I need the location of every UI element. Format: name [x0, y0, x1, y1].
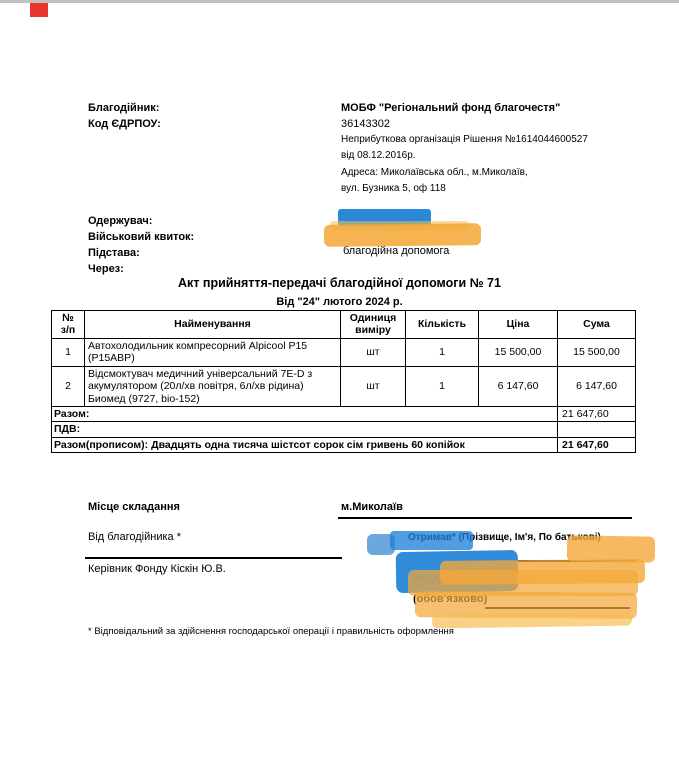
row1-unit: шт — [340, 337, 406, 367]
row2-unit: шт — [340, 365, 406, 407]
col-header-num: № з/п — [51, 310, 85, 339]
row1-price: 15 500,00 — [478, 337, 558, 367]
recipient-block: Одержувач: Військовий квиток: Підстава: … — [88, 213, 328, 277]
redaction-blue-received — [390, 531, 473, 550]
org-edrpou-value: 36143302 — [341, 118, 390, 130]
redaction-orange-military-id — [323, 223, 482, 247]
footnote: * Відповідальний за здійснення господарс… — [88, 626, 454, 637]
org-registration-date: від 08.12.2016р. — [341, 150, 416, 162]
table-row: 1 Автохолодильник компресорний Alpicool … — [51, 337, 636, 367]
row1-num: 1 — [51, 337, 85, 367]
benefactor-labels: Благодійник: Код ЄДРПОУ: — [88, 100, 328, 132]
place-label: Місце складання — [88, 501, 180, 513]
recipient-label: Одержувач: — [88, 215, 153, 227]
vat-label: ПДВ: — [51, 421, 558, 438]
col-header-name: Найменування — [84, 310, 341, 339]
red-marker — [30, 3, 48, 17]
military-id-label: Військовий квиток: — [88, 231, 195, 243]
via-label: Через: — [88, 263, 124, 275]
col-header-qty: Кількість — [405, 310, 479, 339]
table-header-row: № з/п Найменування Одиниця виміру Кількі… — [51, 310, 636, 339]
received-label: Отримав* (Прізвище, Ім'я, По батькові) — [408, 532, 601, 543]
edrpou-label: Код ЄДРПОУ: — [88, 118, 161, 130]
col-header-price: Ціна — [478, 310, 558, 339]
row1-qty: 1 — [405, 337, 479, 367]
total-in-words-value: 21 647,60 — [557, 436, 636, 454]
row2-price: 6 147,60 — [478, 365, 558, 407]
total-value: 21 647,60 — [557, 405, 636, 423]
table-total-row: Разом: 21 647,60 — [51, 405, 636, 423]
row1-name: Автохолодильник компресорний Alpicool P1… — [84, 337, 341, 367]
organization-details: МОБФ "Регіональний фонд благочестя" 3614… — [341, 100, 641, 198]
redaction-blue-small — [367, 534, 395, 555]
row2-num: 2 — [51, 365, 85, 407]
from-benefactor-label: Від благодійника * — [88, 531, 181, 543]
vat-value — [557, 421, 636, 438]
col-header-sum: Сума — [557, 310, 636, 339]
basis-label: Підстава: — [88, 247, 140, 259]
items-table: № з/п Найменування Одиниця виміру Кількі… — [51, 310, 636, 454]
fund-head-label: Керівник Фонду Кіскін Ю.В. — [88, 563, 226, 575]
document-title: Акт прийняття-передачі благодійної допом… — [178, 276, 501, 290]
total-label: Разом: — [51, 405, 558, 423]
org-address-line2: вул. Бузника 5, оф 118 — [341, 183, 446, 195]
table-words-row: Разом(прописом): Двадцять одна тисяча ші… — [51, 436, 636, 454]
col-header-unit: Одиниця виміру — [340, 310, 406, 339]
benefactor-label: Благодійник: — [88, 102, 160, 114]
org-address-line1: Адреса: Миколаївська обл., м.Миколаїв, — [341, 166, 528, 178]
redaction-orange-tail — [431, 611, 633, 629]
benefactor-signature-line — [85, 557, 342, 559]
org-registration: Неприбуткова організація Рішення №161404… — [341, 134, 588, 145]
items-table-grid: № з/п Найменування Одиниця виміру Кількі… — [51, 310, 636, 454]
row2-name: Відсмоктувач медичний універсальний 7Е-D… — [84, 365, 341, 407]
row1-sum: 15 500,00 — [557, 337, 636, 367]
org-name: МОБФ "Регіональний фонд благочестя" — [341, 102, 561, 114]
place-underline — [338, 517, 632, 519]
row2-sum: 6 147,60 — [557, 365, 636, 407]
row2-qty: 1 — [405, 365, 479, 407]
top-border — [0, 0, 679, 3]
total-in-words: Разом(прописом): Двадцять одна тисяча ші… — [51, 436, 558, 454]
document-date: Від "24" лютого 2024 р. — [276, 296, 403, 308]
table-row: 2 Відсмоктувач медичний універсальний 7Е… — [51, 365, 636, 407]
table-vat-row: ПДВ: — [51, 421, 636, 438]
basis-value: благодійна допомога — [343, 245, 450, 257]
place-value: м.Миколаїв — [341, 501, 403, 513]
